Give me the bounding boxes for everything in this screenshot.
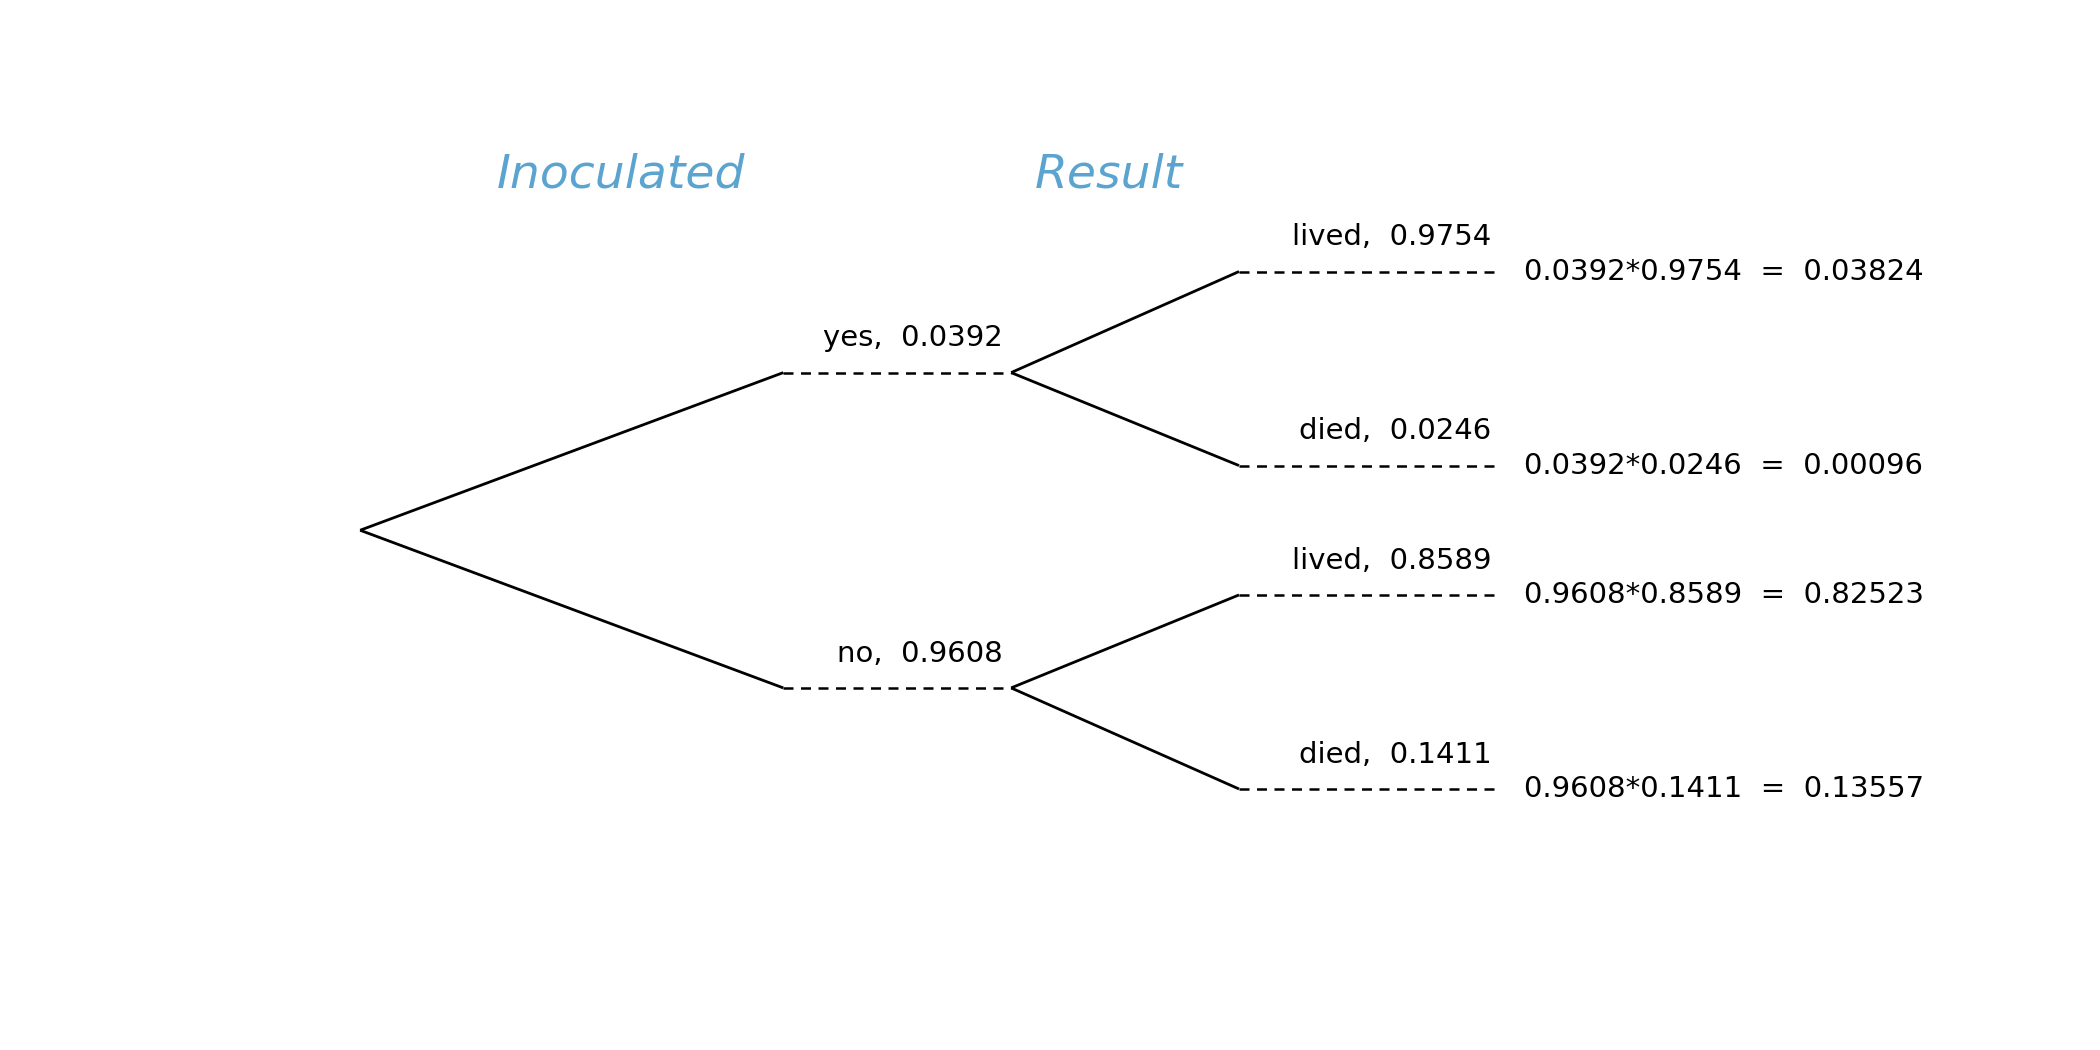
Text: 0.9608*0.8589  =  0.82523: 0.9608*0.8589 = 0.82523 [1525, 581, 1924, 609]
Text: died,  0.1411: died, 0.1411 [1298, 740, 1491, 769]
Text: Result: Result [1035, 152, 1182, 197]
Text: lived,  0.9754: lived, 0.9754 [1292, 224, 1491, 251]
Text: 0.9608*0.1411  =  0.13557: 0.9608*0.1411 = 0.13557 [1525, 775, 1924, 803]
Text: no,  0.9608: no, 0.9608 [838, 639, 1004, 668]
Text: 0.0392*0.0246  =  0.00096: 0.0392*0.0246 = 0.00096 [1525, 452, 1924, 480]
Text: 0.0392*0.9754  =  0.03824: 0.0392*0.9754 = 0.03824 [1525, 257, 1924, 286]
Text: yes,  0.0392: yes, 0.0392 [823, 324, 1004, 353]
Text: Inoculated: Inoculated [496, 152, 746, 197]
Text: died,  0.0246: died, 0.0246 [1300, 417, 1491, 445]
Text: lived,  0.8589: lived, 0.8589 [1292, 547, 1491, 574]
